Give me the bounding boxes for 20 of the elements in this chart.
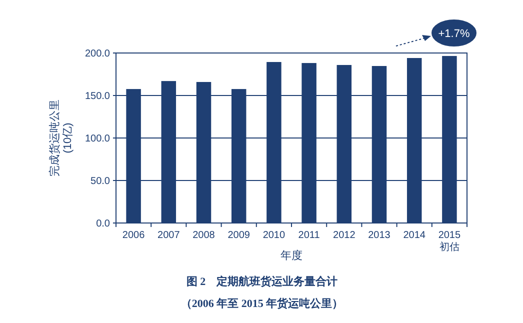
x-tick-label: 2013 xyxy=(368,230,391,241)
x-tick-label: 2015 初估 xyxy=(438,230,462,253)
y-tick-label: 50.0 xyxy=(90,176,110,187)
y-tick-label: 0.0 xyxy=(96,218,110,230)
y-tick-label: 100.0 xyxy=(84,134,110,144)
x-tick-label: 2012 xyxy=(333,230,356,241)
text: +1.7% xyxy=(438,28,470,40)
y-tick-label: 200.0 xyxy=(84,48,110,60)
x-tick-label: 2011 xyxy=(298,230,320,241)
x-tick-label: 2008 xyxy=(192,230,216,241)
y-axis-title: 完成货运吨公里 (10亿) xyxy=(48,100,74,176)
x-tick-label: 2007 xyxy=(158,230,180,241)
y-tick-label: 150.0 xyxy=(84,91,110,102)
x-tick-label: 2010 xyxy=(262,230,286,241)
x-tick-label: 2014 xyxy=(403,230,426,241)
text: （2006 年至 2015 年货运吨公里） xyxy=(180,297,344,310)
x-tick-label: 2009 xyxy=(228,230,250,241)
text: 图 2 定期航班货运业务量合计 xyxy=(186,275,338,288)
x-tick-label: 2006 xyxy=(122,230,146,241)
x-axis-title: 年度 xyxy=(280,249,302,262)
